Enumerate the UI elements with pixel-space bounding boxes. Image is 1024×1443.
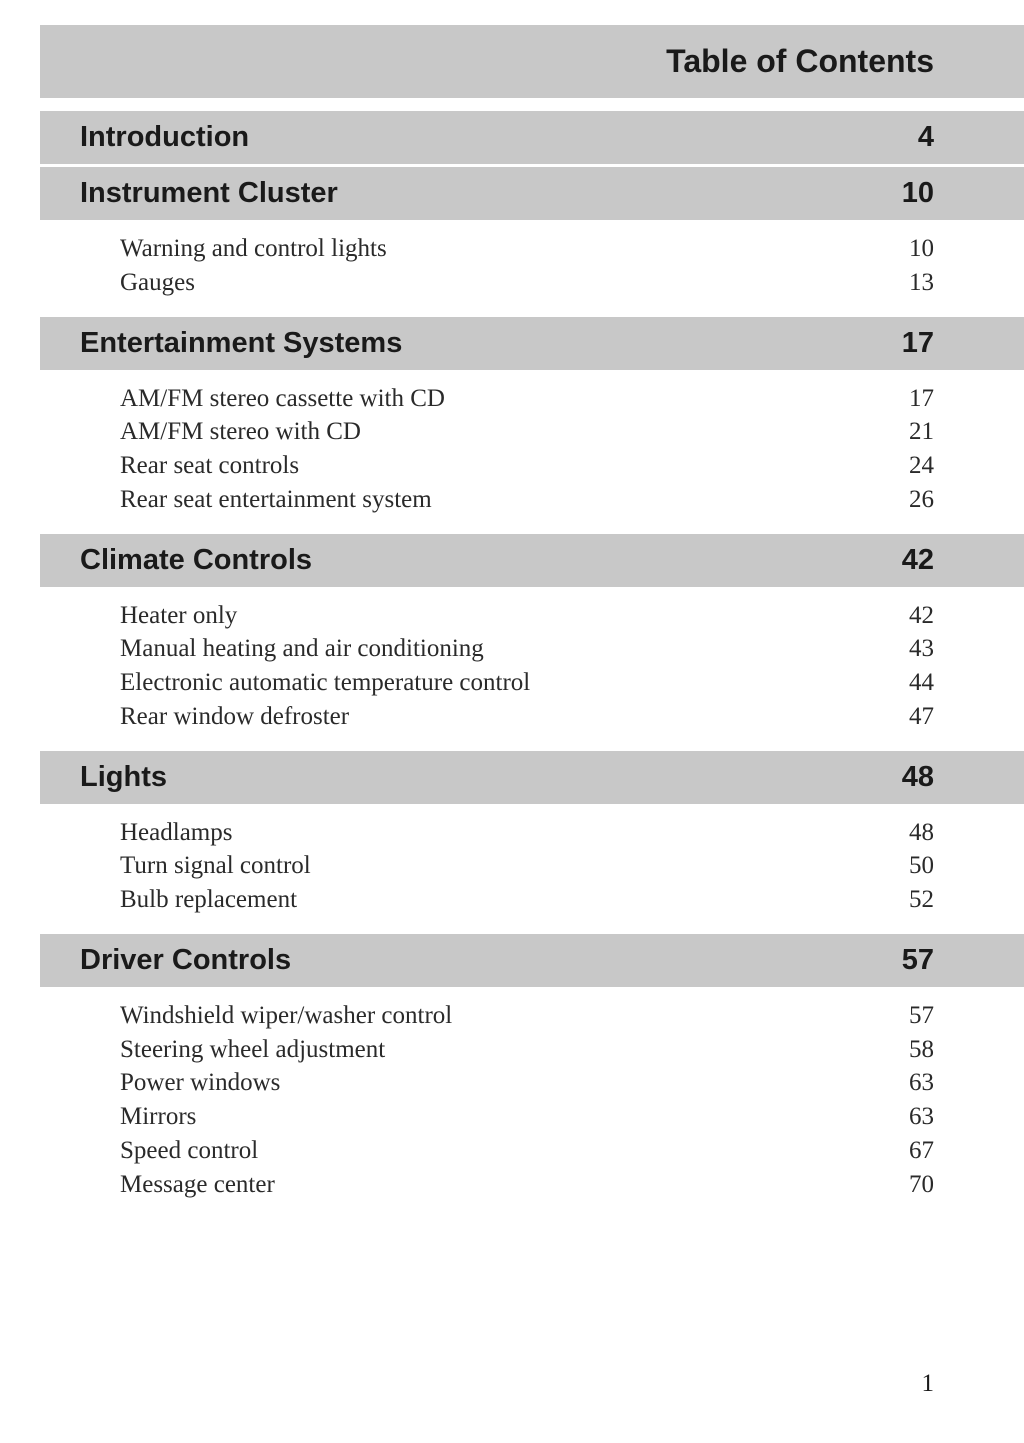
page-number: 1 (922, 1370, 935, 1398)
subsection-page: 47 (909, 700, 934, 734)
subsection-title: Rear seat entertainment system (120, 483, 432, 517)
section-header: Climate Controls 42 (40, 531, 1024, 587)
subsection-row: Rear seat entertainment system 26 (120, 483, 934, 517)
subsection-list: Heater only42Manual heating and air cond… (0, 587, 1024, 748)
subsection-row: Rear seat controls 24 (120, 449, 934, 483)
subsection-row: Power windows 63 (120, 1066, 934, 1100)
subsection-row: AM/FM stereo with CD 21 (120, 415, 934, 449)
subsection-title: Headlamps (120, 816, 232, 850)
subsection-row: Speed control 67 (120, 1134, 934, 1168)
section-title: Climate Controls (80, 544, 312, 577)
subsection-page: 57 (909, 999, 934, 1033)
subsection-row: Rear window defroster 47 (120, 700, 934, 734)
section-page: 48 (902, 761, 934, 794)
subsection-list: Windshield wiper/washer control57Steerin… (0, 987, 1024, 1216)
subsection-row: Warning and control lights 10 (120, 232, 934, 266)
subsection-page: 52 (909, 883, 934, 917)
subsection-page: 24 (909, 449, 934, 483)
subsection-row: Steering wheel adjustment 58 (120, 1033, 934, 1067)
subsection-list: Headlamps48Turn signal control50Bulb rep… (0, 804, 1024, 931)
subsection-title: Bulb replacement (120, 883, 297, 917)
subsection-row: Headlamps 48 (120, 816, 934, 850)
subsection-title: Windshield wiper/washer control (120, 999, 452, 1033)
subsection-title: Steering wheel adjustment (120, 1033, 385, 1067)
subsection-row: Turn signal control 50 (120, 849, 934, 883)
subsection-page: 63 (909, 1066, 934, 1100)
subsection-row: Message center 70 (120, 1168, 934, 1202)
subsection-page: 67 (909, 1134, 934, 1168)
subsection-title: Rear window defroster (120, 700, 349, 734)
section-title: Entertainment Systems (80, 327, 402, 360)
subsection-page: 48 (909, 816, 934, 850)
subsection-title: Heater only (120, 599, 237, 633)
subsection-page: 42 (909, 599, 934, 633)
subsection-title: Message center (120, 1168, 275, 1202)
subsection-page: 63 (909, 1100, 934, 1134)
section-header: Instrument Cluster 10 (40, 164, 1024, 220)
toc-container: Introduction4Instrument Cluster10Warning… (0, 108, 1024, 1215)
subsection-page: 10 (909, 232, 934, 266)
subsection-title: AM/FM stereo cassette with CD (120, 382, 445, 416)
subsection-page: 44 (909, 666, 934, 700)
title-bar: Table of Contents (40, 25, 1024, 100)
subsection-page: 26 (909, 483, 934, 517)
subsection-list: AM/FM stereo cassette with CD17AM/FM ste… (0, 370, 1024, 531)
subsection-title: Speed control (120, 1134, 258, 1168)
section-header: Entertainment Systems 17 (40, 314, 1024, 370)
section-title: Introduction (80, 121, 249, 154)
subsection-row: Gauges 13 (120, 266, 934, 300)
subsection-row: Electronic automatic temperature control… (120, 666, 934, 700)
page-title: Table of Contents (666, 43, 934, 79)
subsection-title: Mirrors (120, 1100, 196, 1134)
section-title: Driver Controls (80, 944, 291, 977)
subsection-row: AM/FM stereo cassette with CD 17 (120, 382, 934, 416)
section-header: Introduction 4 (40, 108, 1024, 164)
section-header: Driver Controls 57 (40, 931, 1024, 987)
subsection-page: 17 (909, 382, 934, 416)
subsection-page: 58 (909, 1033, 934, 1067)
subsection-title: Manual heating and air conditioning (120, 632, 484, 666)
subsection-list: Warning and control lights 10 Gauges 13 (0, 220, 1024, 314)
subsection-title: Rear seat controls (120, 449, 299, 483)
section-title: Instrument Cluster (80, 177, 338, 210)
subsection-row: Windshield wiper/washer control 57 (120, 999, 934, 1033)
subsection-page: 21 (909, 415, 934, 449)
subsection-page: 50 (909, 849, 934, 883)
section-page: 17 (902, 327, 934, 360)
section-header: Lights 48 (40, 748, 1024, 804)
section-page: 57 (902, 944, 934, 977)
subsection-row: Heater only 42 (120, 599, 934, 633)
section-page: 10 (902, 177, 934, 210)
subsection-title: Power windows (120, 1066, 280, 1100)
subsection-title: AM/FM stereo with CD (120, 415, 361, 449)
subsection-row: Mirrors 63 (120, 1100, 934, 1134)
subsection-row: Manual heating and air conditioning 43 (120, 632, 934, 666)
subsection-title: Warning and control lights (120, 232, 387, 266)
subsection-page: 70 (909, 1168, 934, 1202)
section-page: 42 (902, 544, 934, 577)
subsection-page: 43 (909, 632, 934, 666)
subsection-title: Electronic automatic temperature control (120, 666, 530, 700)
section-page: 4 (918, 121, 934, 154)
subsection-title: Gauges (120, 266, 195, 300)
subsection-row: Bulb replacement 52 (120, 883, 934, 917)
section-title: Lights (80, 761, 167, 794)
subsection-page: 13 (909, 266, 934, 300)
subsection-title: Turn signal control (120, 849, 311, 883)
